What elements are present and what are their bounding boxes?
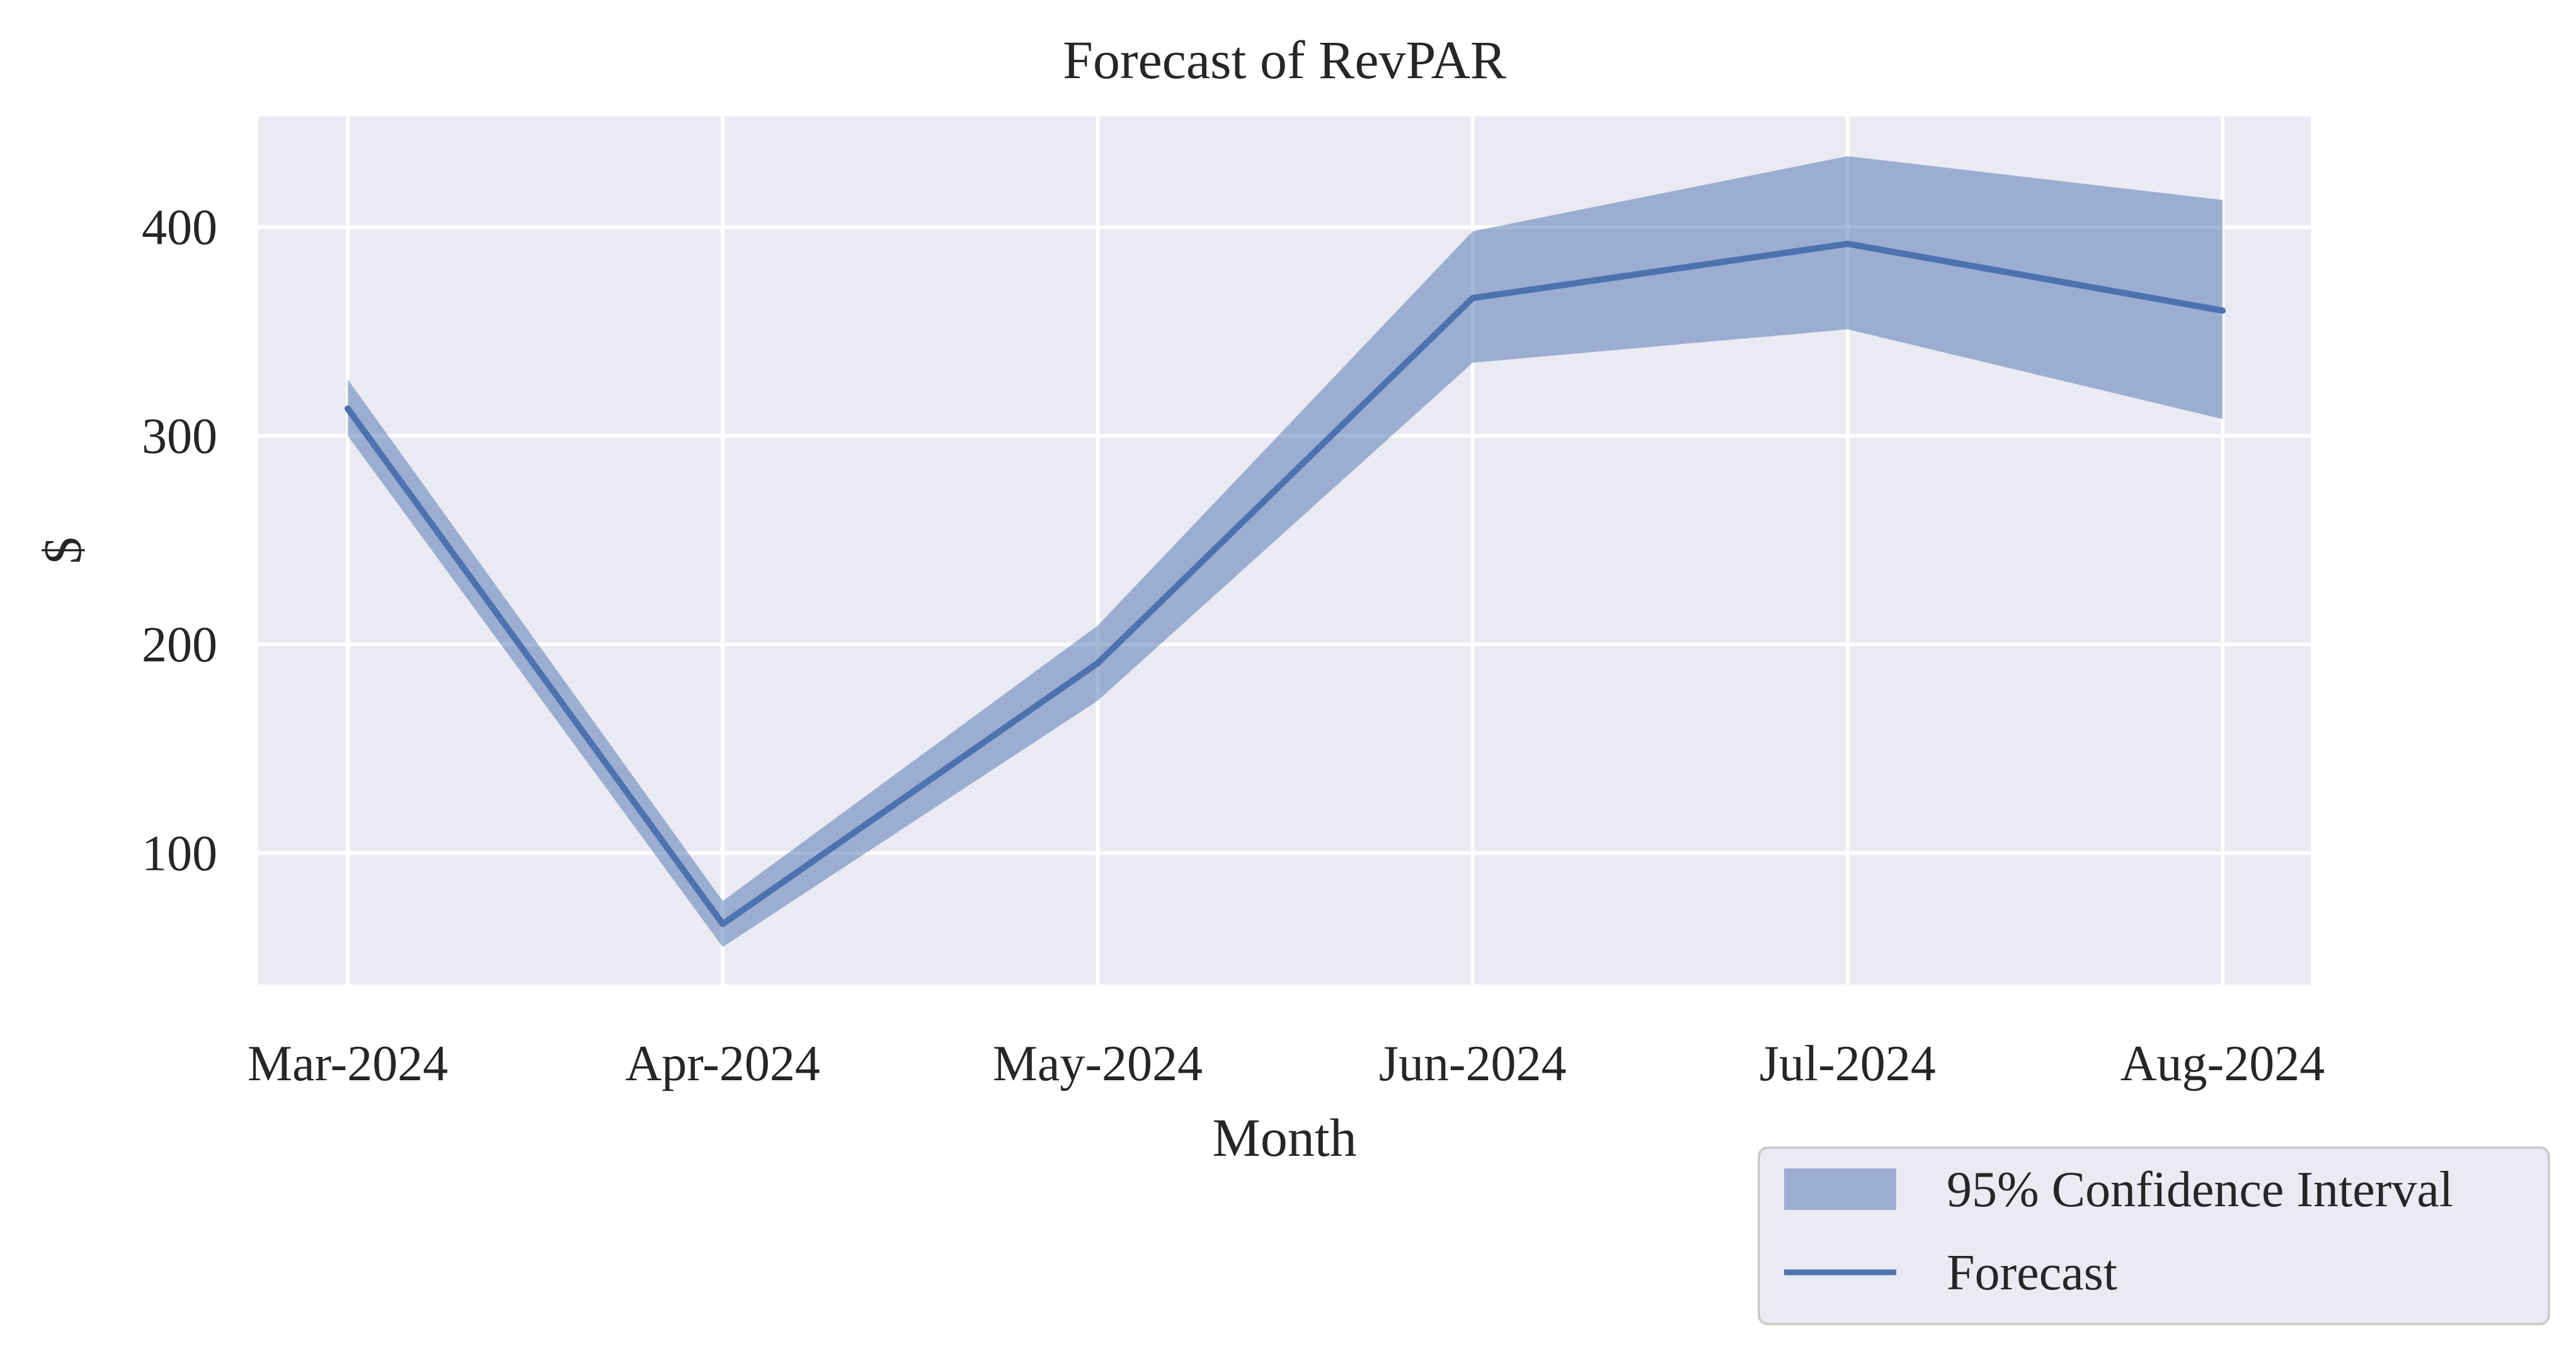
y-axis-label: $	[32, 537, 93, 564]
confidence-band	[348, 156, 2223, 947]
chart-title: Forecast of RevPAR	[1063, 30, 1507, 90]
legend-band-swatch	[1784, 1168, 1896, 1210]
forecast-point	[1844, 241, 1851, 248]
x-axis-label: Month	[1212, 1107, 1356, 1168]
y-tick-label: 300	[142, 409, 217, 464]
y-tick-label: 100	[142, 826, 217, 881]
x-tick-label: Apr-2024	[625, 1036, 820, 1092]
y-tick-label: 400	[142, 200, 217, 256]
x-tick-labels: Mar-2024 Apr-2024 May-2024 Jun-2024 Jul-2024…	[248, 1036, 2325, 1092]
forecast-point	[2219, 307, 2226, 314]
forecast-point	[345, 405, 351, 412]
forecast-point	[1094, 659, 1101, 666]
y-tick-label: 200	[142, 617, 217, 673]
legend: 95% Confidence Interval Forecast	[1758, 1146, 2550, 1325]
forecast-point	[719, 920, 726, 927]
confidence-band-layer	[348, 156, 2223, 947]
legend-label-confidence-interval: 95% Confidence Interval	[1947, 1162, 2453, 1218]
x-tick-label: Aug-2024	[2121, 1036, 2325, 1092]
forecast-line-layer	[345, 241, 2226, 927]
forecast-point	[1469, 295, 1476, 302]
x-tick-label: Jun-2024	[1379, 1036, 1567, 1092]
forecast-line	[345, 241, 2226, 927]
x-tick-label: May-2024	[993, 1036, 1203, 1092]
x-tick-label: Jul-2024	[1760, 1036, 1936, 1092]
x-tick-label: Mar-2024	[248, 1036, 448, 1092]
legend-label-forecast: Forecast	[1947, 1245, 2117, 1301]
y-tick-labels: 100 200 300 400	[142, 200, 217, 882]
legend-box	[1758, 1146, 2550, 1325]
